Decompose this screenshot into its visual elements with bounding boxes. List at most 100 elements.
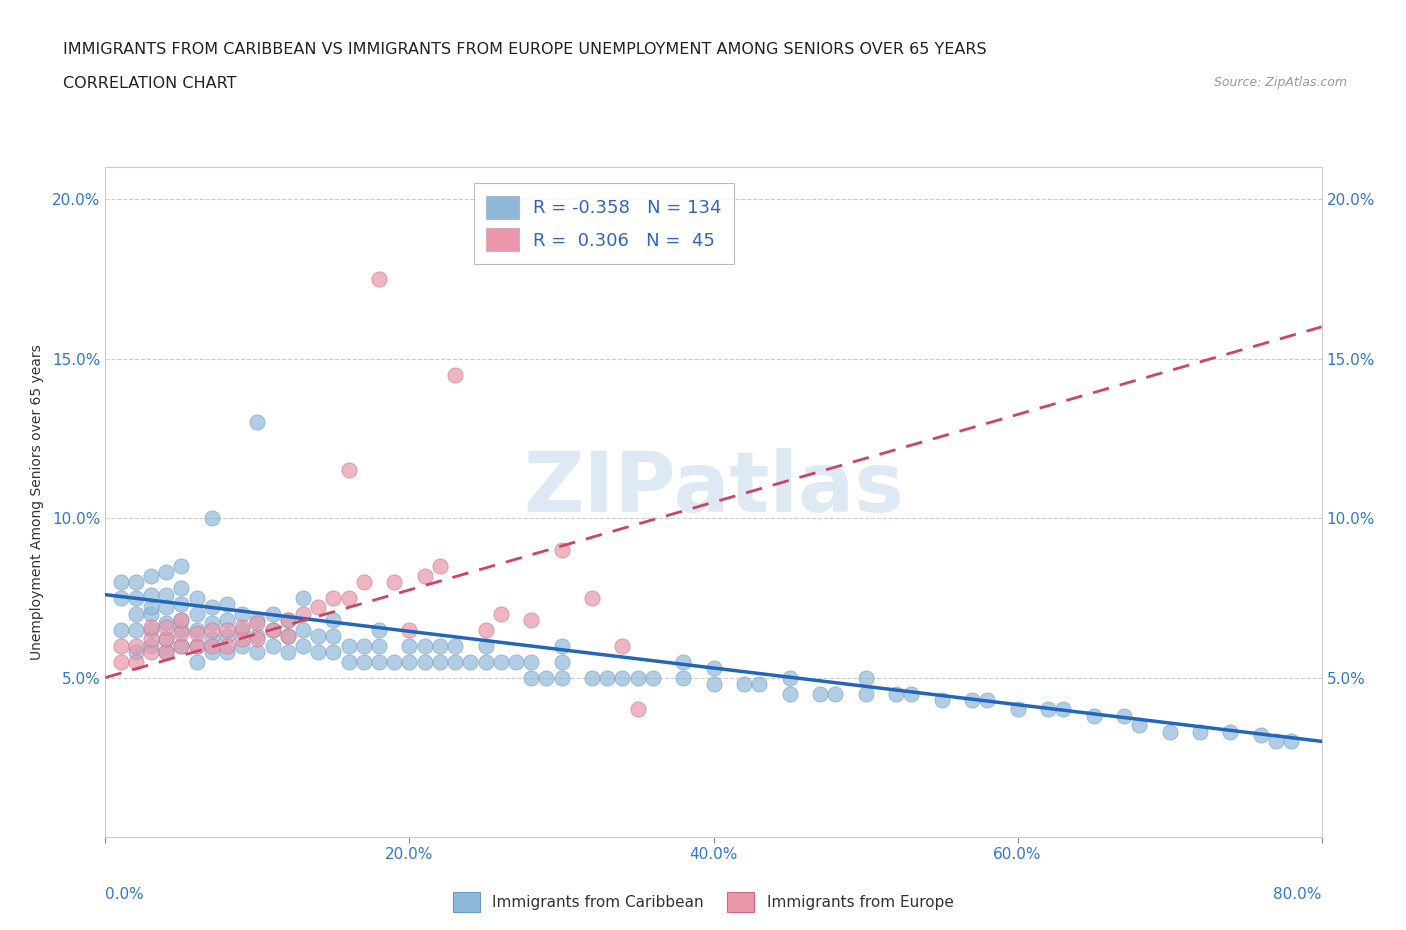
Point: [855, 671, 877, 685]
Point: [277, 613, 299, 628]
Point: [170, 597, 193, 612]
Point: [1279, 734, 1302, 749]
Point: [413, 654, 436, 669]
Point: [1159, 724, 1181, 739]
Point: [262, 606, 284, 621]
Point: [626, 702, 648, 717]
Point: [1036, 702, 1059, 717]
Point: [1112, 709, 1135, 724]
Point: [1052, 702, 1074, 717]
Point: [550, 638, 572, 653]
Point: [155, 631, 177, 646]
Point: [429, 654, 451, 669]
Point: [368, 638, 391, 653]
Point: [125, 644, 148, 659]
Point: [429, 559, 451, 574]
Point: [139, 606, 162, 621]
Text: CORRELATION CHART: CORRELATION CHART: [63, 76, 236, 91]
Point: [217, 644, 239, 659]
Point: [125, 638, 148, 653]
Point: [246, 415, 269, 430]
Point: [702, 676, 725, 691]
Point: [672, 654, 695, 669]
Point: [1083, 709, 1105, 724]
Point: [139, 587, 162, 602]
Point: [155, 644, 177, 659]
Point: [307, 629, 329, 644]
Point: [217, 629, 239, 644]
Point: [170, 622, 193, 637]
Point: [322, 629, 344, 644]
Point: [382, 575, 405, 590]
Point: [246, 631, 269, 646]
Point: [322, 644, 344, 659]
Point: [474, 622, 496, 637]
Point: [489, 606, 512, 621]
Point: [110, 622, 132, 637]
Point: [155, 565, 177, 579]
Point: [139, 644, 162, 659]
Point: [125, 606, 148, 621]
Point: [474, 638, 496, 653]
Point: [444, 654, 467, 669]
Point: [186, 626, 208, 641]
Point: [201, 622, 224, 637]
Point: [139, 568, 162, 583]
Text: 80.0%: 80.0%: [1274, 887, 1322, 902]
Point: [246, 629, 269, 644]
Point: [458, 654, 481, 669]
Point: [125, 591, 148, 605]
Point: [855, 686, 877, 701]
Point: [170, 638, 193, 653]
Y-axis label: Unemployment Among Seniors over 65 years: Unemployment Among Seniors over 65 years: [30, 344, 44, 660]
Point: [748, 676, 770, 691]
Point: [217, 638, 239, 653]
Point: [201, 511, 224, 525]
Point: [155, 619, 177, 634]
Point: [262, 622, 284, 637]
Point: [353, 638, 375, 653]
Point: [246, 613, 269, 628]
Point: [186, 606, 208, 621]
Point: [1188, 724, 1211, 739]
Point: [307, 600, 329, 615]
Point: [155, 587, 177, 602]
Point: [368, 654, 391, 669]
Point: [474, 654, 496, 669]
Point: [201, 644, 224, 659]
Point: [201, 600, 224, 615]
Point: [139, 622, 162, 637]
Point: [125, 654, 148, 669]
Point: [505, 654, 527, 669]
Point: [155, 644, 177, 659]
Point: [337, 654, 360, 669]
Point: [612, 671, 634, 685]
Point: [536, 671, 558, 685]
Point: [217, 613, 239, 628]
Point: [581, 591, 603, 605]
Point: [1128, 718, 1150, 733]
Point: [550, 671, 572, 685]
Point: [139, 631, 162, 646]
Point: [277, 644, 299, 659]
Point: [110, 654, 132, 669]
Point: [808, 686, 831, 701]
Point: [170, 613, 193, 628]
Point: [641, 671, 664, 685]
Point: [596, 671, 619, 685]
Point: [231, 638, 253, 653]
Point: [337, 591, 360, 605]
Point: [201, 638, 224, 653]
Point: [292, 638, 315, 653]
Point: [444, 638, 467, 653]
Legend: R = -0.358   N = 134, R =  0.306   N =  45: R = -0.358 N = 134, R = 0.306 N = 45: [474, 183, 734, 264]
Point: [520, 654, 543, 669]
Point: [520, 671, 543, 685]
Text: ZIPatlas: ZIPatlas: [523, 448, 904, 529]
Point: [550, 542, 572, 557]
Point: [170, 613, 193, 628]
Point: [262, 622, 284, 637]
Point: [170, 638, 193, 653]
Point: [672, 671, 695, 685]
Point: [398, 638, 420, 653]
